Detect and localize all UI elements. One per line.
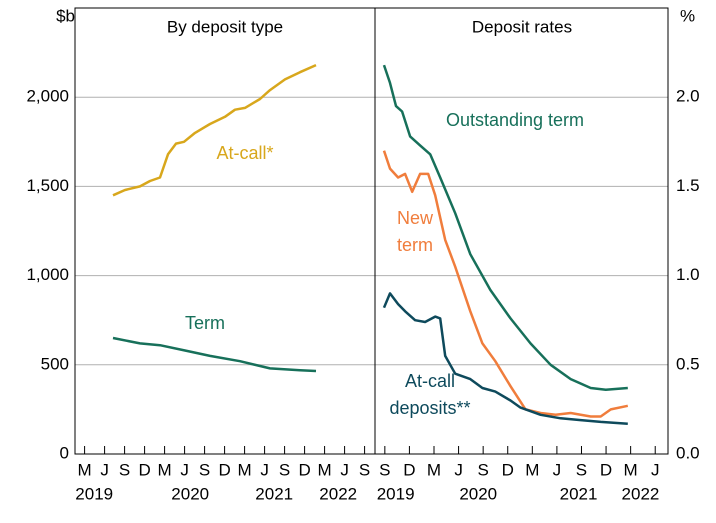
year-label: 2020 <box>459 484 497 503</box>
x-tick-label: J <box>454 460 463 479</box>
x-tick-label: M <box>158 460 172 479</box>
year-label: 2019 <box>75 484 113 503</box>
x-tick-label: M <box>238 460 252 479</box>
y-axis-label: % <box>680 6 695 25</box>
x-tick-label: M <box>78 460 92 479</box>
x-tick-label: M <box>427 460 441 479</box>
x-tick-label: M <box>525 460 539 479</box>
y-tick-label: 1,000 <box>26 265 69 284</box>
x-tick-label: J <box>180 460 189 479</box>
series-label: New term <box>396 208 433 255</box>
series-label: Outstanding term <box>445 110 585 130</box>
year-label: 2019 <box>377 484 415 503</box>
y-tick-label: 2,000 <box>26 87 69 106</box>
line-series <box>382 64 628 392</box>
x-tick-label: J <box>340 460 349 479</box>
y-axis-label: $b <box>56 6 75 25</box>
x-tick-label: S <box>576 460 587 479</box>
x-tick-label: S <box>359 460 370 479</box>
x-tick-label: D <box>502 460 514 479</box>
x-tick-label: J <box>651 460 660 479</box>
y-tick-label: 2.0 <box>676 87 700 106</box>
x-tick-label: M <box>318 460 332 479</box>
line-series <box>382 292 628 425</box>
x-tick-label: D <box>218 460 230 479</box>
y-tick-label: 0.0 <box>676 443 700 462</box>
x-tick-label: D <box>298 460 310 479</box>
year-label: 2020 <box>171 484 209 503</box>
y-tick-label: 0.5 <box>676 354 700 373</box>
y-tick-label: 1.5 <box>676 176 700 195</box>
x-tick-label: M <box>624 460 638 479</box>
year-label: 2022 <box>319 484 357 503</box>
panel-title: By deposit type <box>167 17 283 36</box>
y-tick-label: 1.0 <box>676 265 700 284</box>
x-tick-label: J <box>553 460 562 479</box>
x-tick-label: S <box>379 460 390 479</box>
y-tick-label: 0 <box>60 443 69 462</box>
series-label: At-call deposits** <box>389 371 471 418</box>
x-tick-label: J <box>100 460 109 479</box>
x-tick-label: S <box>279 460 290 479</box>
series-label: Term <box>185 313 225 333</box>
series-label: At-call* <box>216 143 274 163</box>
x-tick-label: S <box>199 460 210 479</box>
y-tick-label: 1,500 <box>26 176 69 195</box>
x-tick-label: J <box>260 460 269 479</box>
year-label: 2022 <box>622 484 660 503</box>
x-tick-label: S <box>119 460 130 479</box>
panel-title: Deposit rates <box>472 17 572 36</box>
y-tick-label: 500 <box>41 354 69 373</box>
year-label: 2021 <box>255 484 293 503</box>
year-label: 2021 <box>560 484 598 503</box>
line-series <box>112 336 317 373</box>
x-tick-label: S <box>477 460 488 479</box>
x-tick-label: D <box>138 460 150 479</box>
x-tick-label: D <box>403 460 415 479</box>
line-series <box>112 63 317 197</box>
x-tick-label: D <box>600 460 612 479</box>
line-series <box>382 150 629 418</box>
plot-frame <box>74 7 669 455</box>
